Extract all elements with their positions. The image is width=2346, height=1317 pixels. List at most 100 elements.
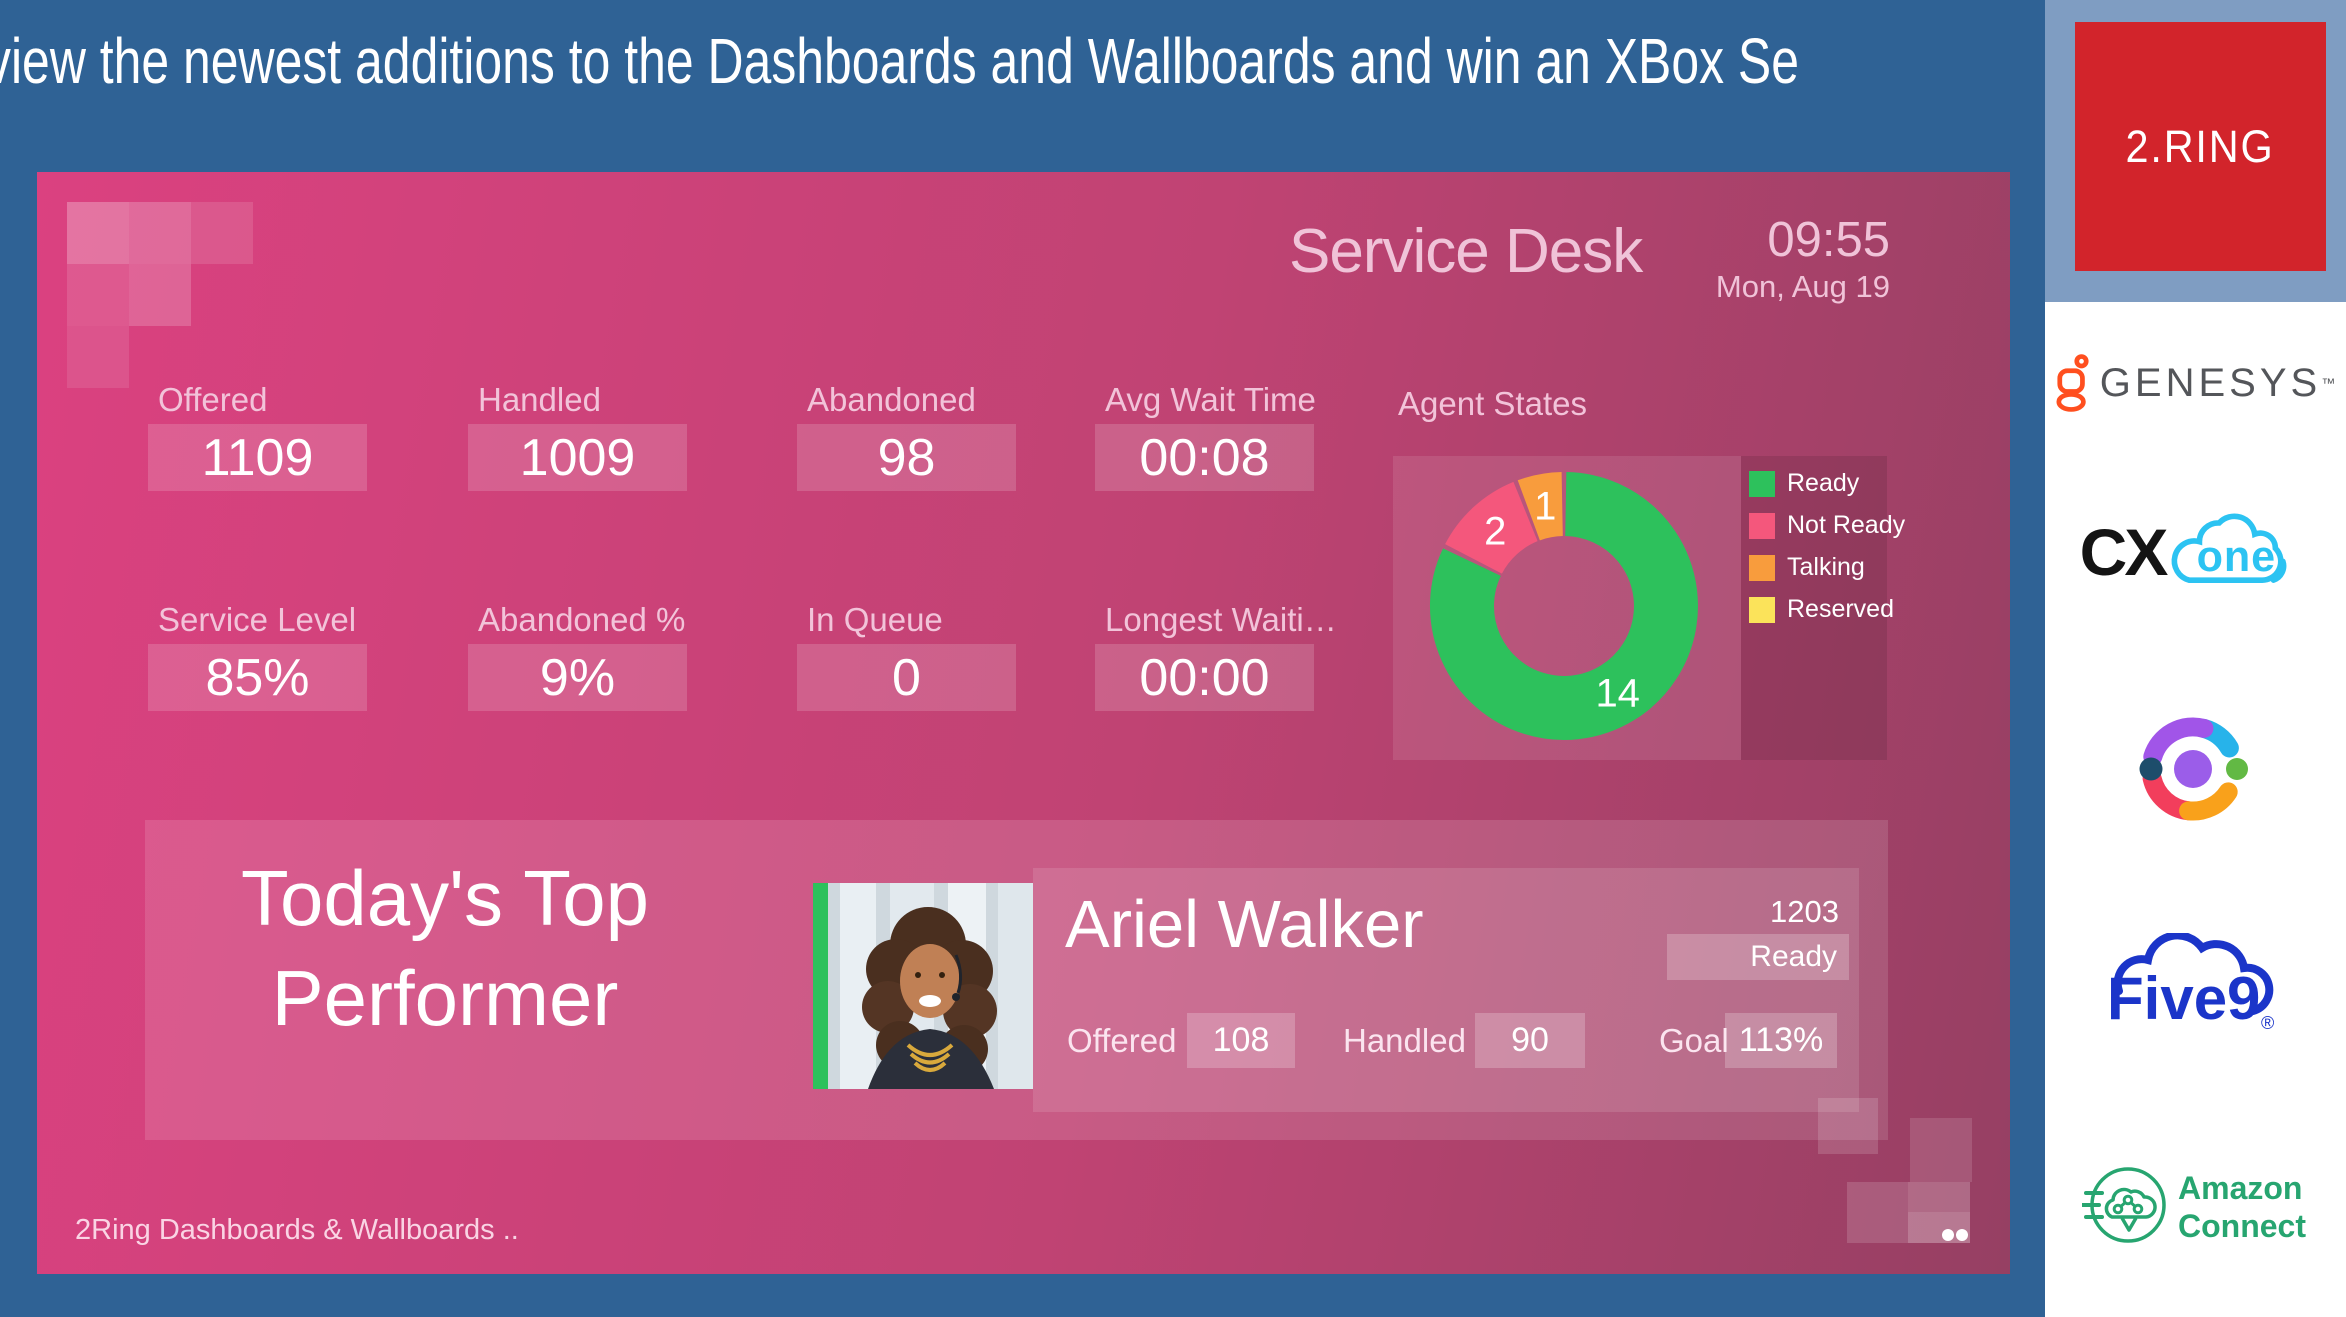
genesys-logo: GENESYS ™ [2045, 348, 2346, 418]
kpi-avg-wait-time: Avg Wait Time 00:08 [1095, 380, 1316, 491]
performer-state-badge: Ready [1667, 934, 1849, 980]
agent-states-title: Agent States [1398, 385, 1587, 422]
agent-states-donut: 14 21 [1430, 472, 1698, 740]
legend-label: Not Ready [1787, 511, 1906, 539]
amazon-connect-graphic: Amazon Connect [2081, 1166, 2306, 1244]
tworing-logo-text: 2.RING [2125, 120, 2276, 172]
carousel-dot[interactable] [1956, 1229, 1968, 1241]
kpi-label: Abandoned [807, 381, 976, 418]
kpi-handled: Handled 1009 [468, 380, 687, 491]
clock: 09:55 Mon, Aug 19 [1617, 212, 1890, 306]
top-performer-heading: Today's Top Performer [240, 854, 650, 1042]
legend-swatch-ready [1749, 470, 1775, 497]
legend-label: Talking [1787, 553, 1865, 581]
five9-registered-mark: ® [2261, 1013, 2274, 1033]
kpi-value-box: 85% [148, 644, 367, 711]
kpi-label: Offered [158, 381, 268, 418]
colorful-c-icon [2139, 716, 2248, 821]
donut-slice-value: 1 [1534, 485, 1556, 529]
kpi-value: 00:00 [1139, 648, 1270, 707]
performer-stat-value-goal: 113% [1725, 1013, 1837, 1068]
kpi-value-box: 0 [797, 644, 1016, 711]
kpi-value-box: 1009 [468, 424, 687, 491]
kpi-longest-waiting: Longest Waiti… 00:00 [1095, 600, 1337, 711]
clock-time: 09:55 [1767, 213, 1890, 267]
cxone-logo-one-text: one [2197, 533, 2276, 581]
kpi-label: Service Level [158, 601, 357, 638]
amazon-connect-text-line2: Connect [2178, 1208, 2306, 1244]
kpi-value: 00:08 [1139, 428, 1270, 487]
genesys-logo-text: GENESYS [2099, 360, 2322, 405]
five9-logo: Five9 ® [2045, 930, 2346, 1040]
performer-stat-label-handled: Handled [1343, 1022, 1466, 1059]
news-ticker: view the newest additions to the Dashboa… [0, 0, 2045, 172]
performer-stat-label-offered: Offered [1067, 1022, 1177, 1059]
legend-item-talking: Talking [1749, 553, 1865, 582]
kpi-offered: Offered 1109 [148, 380, 367, 491]
colorful-c-logo [2045, 706, 2346, 836]
kpi-value: 1009 [519, 428, 636, 487]
kpi-value: 0 [892, 648, 921, 707]
cxone-cloud-icon: one [2171, 513, 2287, 583]
legend-label: Ready [1787, 469, 1860, 497]
kpi-value: 9% [539, 648, 616, 707]
five9-logo-text: Five9 [2107, 965, 2260, 1032]
kpi-in-queue: In Queue 0 [797, 600, 1016, 711]
donut-slice-ready [1430, 472, 1698, 740]
performer-agent-number: 1203 [1770, 894, 1839, 929]
legend-swatch-talking [1749, 554, 1775, 581]
kpi-value-box: 98 [797, 424, 1016, 491]
cxone-logo: CX one [2045, 504, 2346, 600]
performer-name: Ariel Walker [1065, 887, 1424, 962]
sidebar-header-block: 2.RING [2045, 0, 2346, 302]
performer-stat-value-offered: 108 [1187, 1013, 1295, 1068]
carousel-dot[interactable] [1942, 1229, 1954, 1241]
amazon-connect-text-line1: Amazon [2178, 1170, 2302, 1206]
clock-date: Mon, Aug 19 [1715, 269, 1890, 304]
performer-status-bar [813, 883, 828, 1089]
kpi-label: Avg Wait Time [1105, 381, 1316, 418]
genesys-trademark: ™ [2321, 375, 2336, 391]
agent-states-chart: 14 2 1 [1393, 456, 1741, 760]
kpi-label: Longest Waiti… [1105, 601, 1337, 638]
kpi-value-box: 00:00 [1095, 644, 1314, 711]
kpi-value-box: 1109 [148, 424, 367, 491]
tworing-logo: 2.RING [2075, 22, 2326, 271]
legend-item-reserved: Reserved [1749, 595, 1894, 624]
genesys-icon [2056, 354, 2089, 412]
performer-stat-value-handled: 90 [1475, 1013, 1585, 1068]
donut-slice-value: 2 [1484, 510, 1506, 554]
legend-item-not-ready: Not Ready [1749, 511, 1905, 540]
top-performer-card: Today's Top Performer [145, 820, 1888, 1140]
kpi-label: Handled [478, 381, 601, 418]
amazon-connect-logo: Amazon Connect [2045, 1152, 2346, 1257]
performer-info-panel: Ariel Walker 1203 Ready Offered 108 Hand… [1033, 868, 1859, 1112]
donut-slice-value: 14 [1595, 672, 1640, 716]
cxone-logo-cx-text: CX [2079, 515, 2169, 589]
page-title: Service Desk [1289, 217, 1643, 286]
legend-item-ready: Ready [1749, 469, 1859, 498]
kpi-abandoned-pct: Abandoned % 9% [468, 600, 687, 711]
partner-logo-sidebar: 2.RING GENESYS ™ CX one [2045, 0, 2346, 1317]
kpi-value: 1109 [201, 428, 314, 487]
performer-photo-illustration [828, 883, 1033, 1089]
performer-photo [813, 883, 1033, 1089]
kpi-label: In Queue [807, 601, 943, 638]
kpi-value: 85% [205, 648, 310, 707]
kpi-value-box: 00:08 [1095, 424, 1314, 491]
agent-states-legend: Ready Not Ready Talking Reserved [1741, 456, 1905, 760]
dashboard-panel: Service Desk 09:55 Mon, Aug 19 Offered 1… [37, 172, 2010, 1274]
legend-label: Reserved [1787, 595, 1894, 623]
dashboard-footer-text: 2Ring Dashboards & Wallboards .. [75, 1214, 519, 1246]
five9-logo-graphic: Five9 ® [2107, 933, 2274, 1033]
kpi-abandoned: Abandoned 98 [797, 380, 1016, 491]
performer-stat-label-goal: Goal [1659, 1022, 1729, 1059]
legend-swatch-not-ready [1749, 512, 1775, 539]
donut-slice-not-ready [1445, 481, 1539, 575]
kpi-service-level: Service Level 85% [148, 600, 367, 711]
legend-swatch-reserved [1749, 596, 1775, 623]
kpi-value-box: 9% [468, 644, 687, 711]
news-ticker-text: view the newest additions to the Dashboa… [0, 25, 1799, 97]
donut-slice-talking [1517, 472, 1564, 541]
